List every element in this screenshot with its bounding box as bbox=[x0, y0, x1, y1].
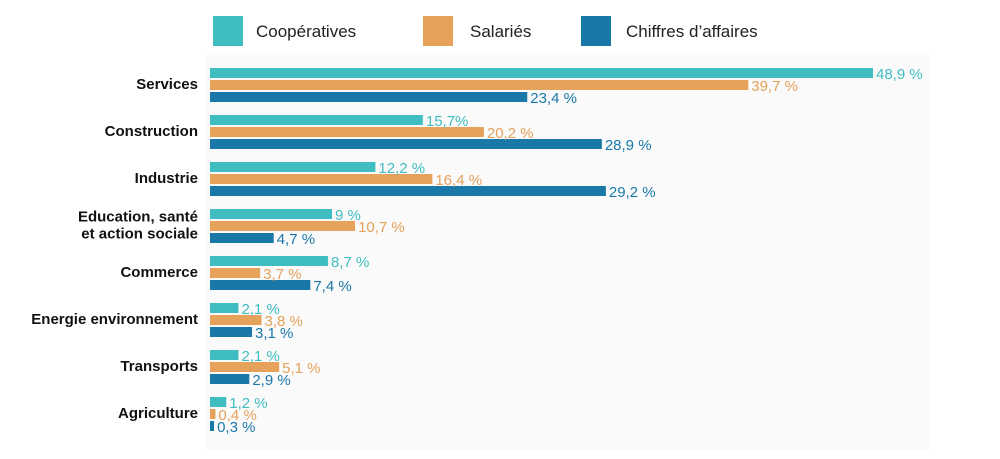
bar-salaries-industrie bbox=[210, 174, 433, 184]
plot-background bbox=[205, 55, 930, 450]
bar-chiffres-d-affaires-commerce bbox=[210, 280, 311, 290]
bar-cooperatives-commerce bbox=[210, 256, 328, 266]
legend-label-cooperatives: Coopératives bbox=[256, 22, 356, 41]
value-label-cooperatives-industrie: 12,2 % bbox=[378, 160, 425, 177]
category-label-agriculture: Agriculture bbox=[118, 405, 198, 422]
value-label-cooperatives-services: 48,9 % bbox=[876, 66, 923, 83]
value-label-chiffres-d-affaires-commerce: 7,4 % bbox=[313, 278, 351, 295]
bar-chiffres-d-affaires-services bbox=[210, 92, 528, 102]
bar-cooperatives-education-sante-et-action-sociale bbox=[210, 209, 333, 219]
bar-cooperatives-agriculture bbox=[210, 397, 227, 407]
category-label-industrie: Industrie bbox=[135, 170, 198, 187]
bar-salaries-services bbox=[210, 80, 749, 90]
legend-label-salaries: Salariés bbox=[470, 22, 531, 41]
category-axis-labels: Services Construction Industrie Education, … bbox=[31, 76, 198, 422]
value-label-salaries-services: 39,7 % bbox=[751, 78, 798, 95]
bar-cooperatives-energie-environnement bbox=[210, 303, 239, 313]
value-label-cooperatives-education-sante-et-action-sociale: 9 % bbox=[335, 207, 361, 224]
value-label-chiffres-d-affaires-industrie: 29,2 % bbox=[609, 184, 656, 201]
bar-cooperatives-services bbox=[210, 68, 873, 78]
value-label-chiffres-d-affaires-energie-environnement: 3,1 % bbox=[255, 325, 293, 342]
value-label-salaries-construction: 20,2 % bbox=[487, 125, 534, 142]
category-label-transports: Transports bbox=[120, 358, 198, 375]
value-label-salaries-industrie: 16,4 % bbox=[435, 172, 482, 189]
bar-cooperatives-transports bbox=[210, 350, 239, 360]
value-label-cooperatives-transports: 2,1 % bbox=[241, 348, 279, 365]
bar-series-group bbox=[210, 68, 873, 431]
value-label-cooperatives-energie-environnement: 2,1 % bbox=[241, 301, 279, 318]
bar-chiffres-d-affaires-energie-environnement bbox=[210, 327, 253, 337]
value-label-salaries-education-sante-et-action-sociale: 10,7 % bbox=[358, 219, 405, 236]
bar-chiffres-d-affaires-construction bbox=[210, 139, 602, 149]
bar-chiffres-d-affaires-agriculture bbox=[210, 421, 215, 431]
value-label-salaries-agriculture: 0,4 % bbox=[218, 407, 256, 424]
bar-salaries-commerce bbox=[210, 268, 261, 278]
value-label-chiffres-d-affaires-transports: 2,9 % bbox=[252, 372, 290, 389]
bar-salaries-construction bbox=[210, 127, 484, 137]
category-label-construction: Construction bbox=[105, 123, 198, 140]
value-label-cooperatives-agriculture: 1,2 % bbox=[229, 395, 267, 412]
legend-swatch-cooperatives bbox=[213, 16, 243, 46]
value-label-chiffres-d-affaires-construction: 28,9 % bbox=[605, 137, 652, 154]
category-label-education-sante-et-action-sociale: Education, santé et action sociale bbox=[78, 209, 198, 243]
value-label-salaries-commerce: 3,7 % bbox=[263, 266, 301, 283]
legend-swatch-salaries bbox=[423, 16, 453, 46]
category-label-energie-environnement: Energie environnement bbox=[31, 311, 198, 328]
value-label-cooperatives-construction: 15,7% bbox=[426, 113, 469, 130]
category-label-services: Services bbox=[136, 76, 198, 93]
category-label-commerce: Commerce bbox=[120, 264, 198, 281]
bar-salaries-agriculture bbox=[210, 409, 216, 419]
bar-salaries-energie-environnement bbox=[210, 315, 262, 325]
bar-chiffres-d-affaires-education-sante-et-action-sociale bbox=[210, 233, 274, 243]
chart-legend: Coopératives Salariés Chiffres d’affaires bbox=[213, 16, 758, 46]
bar-salaries-transports bbox=[210, 362, 280, 372]
value-label-chiffres-d-affaires-education-sante-et-action-sociale: 4,7 % bbox=[277, 231, 315, 248]
legend-label-chiffres-d-affaires: Chiffres d’affaires bbox=[626, 22, 758, 41]
value-labels-group: 48,9 % 39,7 % 23,4 % 15,7% 20,2 % 28,9 % 12,2 … bbox=[217, 66, 923, 436]
bar-chiffres-d-affaires-transports bbox=[210, 374, 250, 384]
value-label-salaries-energie-environnement: 3,8 % bbox=[265, 313, 303, 330]
legend-swatch-chiffres-d-affaires bbox=[581, 16, 611, 46]
value-label-chiffres-d-affaires-agriculture: 0,3 % bbox=[217, 419, 255, 436]
bar-chiffres-d-affaires-industrie bbox=[210, 186, 606, 196]
bar-cooperatives-industrie bbox=[210, 162, 376, 172]
bar-cooperatives-construction bbox=[210, 115, 423, 125]
value-label-salaries-transports: 5,1 % bbox=[282, 360, 320, 377]
value-label-cooperatives-commerce: 8,7 % bbox=[331, 254, 369, 271]
value-label-chiffres-d-affaires-services: 23,4 % bbox=[530, 90, 577, 107]
bar-salaries-education-sante-et-action-sociale bbox=[210, 221, 356, 231]
